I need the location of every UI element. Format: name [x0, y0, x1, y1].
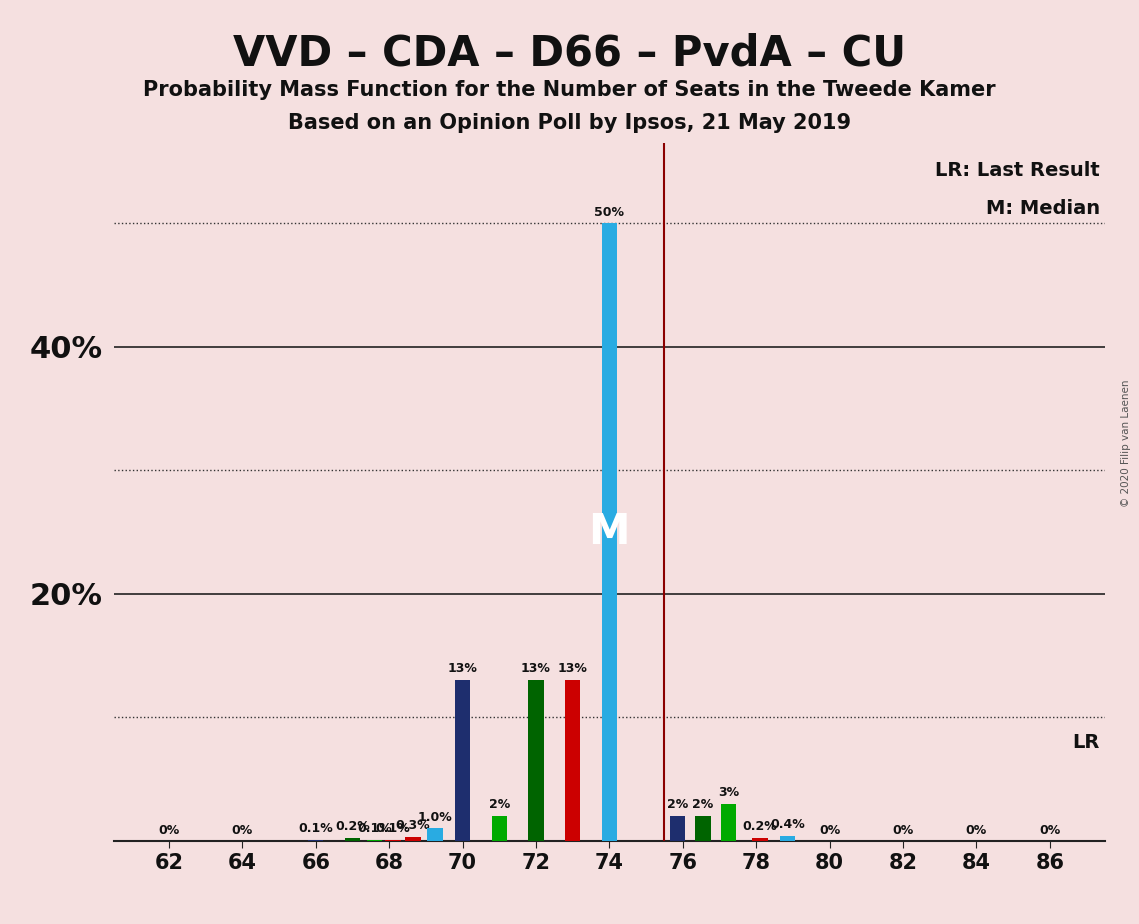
Text: M: M	[589, 511, 630, 553]
Text: 0.1%: 0.1%	[298, 821, 333, 834]
Text: LR: LR	[1073, 733, 1100, 752]
Text: Based on an Opinion Poll by Ipsos, 21 May 2019: Based on an Opinion Poll by Ipsos, 21 Ma…	[288, 113, 851, 133]
Bar	[721, 804, 736, 841]
Text: 13%: 13%	[558, 663, 588, 675]
Bar	[670, 816, 685, 841]
Bar	[367, 840, 383, 841]
Text: 0%: 0%	[231, 824, 253, 837]
Text: © 2020 Filip van Laenen: © 2020 Filip van Laenen	[1121, 380, 1131, 507]
Text: 0%: 0%	[819, 824, 841, 837]
Bar	[601, 224, 617, 841]
Bar	[345, 838, 360, 841]
Text: 0%: 0%	[892, 824, 913, 837]
Text: 2%: 2%	[693, 798, 713, 811]
Text: 50%: 50%	[595, 205, 624, 219]
Text: 0.2%: 0.2%	[743, 821, 777, 833]
Text: 0.2%: 0.2%	[335, 821, 370, 833]
Bar	[308, 840, 323, 841]
Bar	[492, 816, 507, 841]
Text: 13%: 13%	[521, 663, 551, 675]
Text: 0%: 0%	[1039, 824, 1060, 837]
Text: 0.1%: 0.1%	[358, 821, 392, 834]
Text: 0.1%: 0.1%	[376, 821, 410, 834]
Text: 0.4%: 0.4%	[770, 818, 805, 831]
Text: 0%: 0%	[966, 824, 988, 837]
Text: 3%: 3%	[718, 785, 739, 799]
Bar	[427, 829, 443, 841]
Bar	[528, 680, 543, 841]
Text: 2%: 2%	[489, 798, 510, 811]
Text: VVD – CDA – D66 – PvdA – CU: VVD – CDA – D66 – PvdA – CU	[233, 32, 906, 74]
Text: 0%: 0%	[158, 824, 180, 837]
Bar	[385, 840, 401, 841]
Text: 0.3%: 0.3%	[395, 820, 431, 833]
Bar	[405, 837, 420, 841]
Text: M: Median: M: Median	[985, 199, 1100, 218]
Bar	[695, 816, 711, 841]
Text: 1.0%: 1.0%	[418, 810, 452, 823]
Bar	[780, 836, 795, 841]
Text: 2%: 2%	[666, 798, 688, 811]
Bar	[752, 838, 768, 841]
Bar	[565, 680, 581, 841]
Text: 13%: 13%	[448, 663, 477, 675]
Text: LR: Last Result: LR: Last Result	[935, 161, 1100, 179]
Bar	[454, 680, 470, 841]
Text: Probability Mass Function for the Number of Seats in the Tweede Kamer: Probability Mass Function for the Number…	[144, 80, 995, 101]
